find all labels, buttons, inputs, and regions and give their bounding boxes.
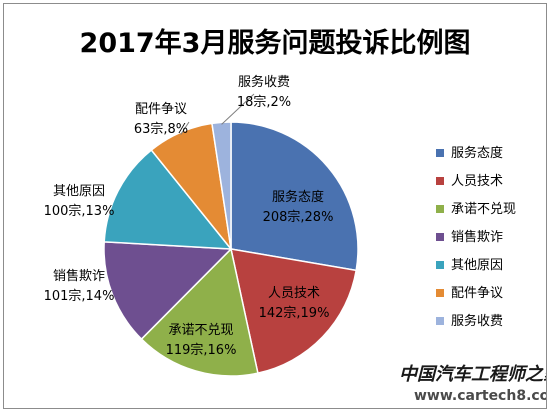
data-label-value-其他原因: 100宗,13%: [44, 203, 115, 219]
pie-slice-销售欺诈: [103, 241, 233, 341]
chart-frame: 2017年3月服务问题投诉比例图 服务态度 208宗,28% 人员技术 142宗,19…: [3, 3, 547, 409]
leader-line-服务收费: [221, 93, 255, 125]
leader-lines: [180, 93, 255, 135]
leader-line-配件争议: [180, 121, 190, 135]
data-label-value-配件争议: 63宗,8%: [134, 121, 188, 137]
legend-swatch-服务态度: [436, 149, 444, 157]
legend-label-销售欺诈: 销售欺诈: [451, 229, 503, 245]
watermark-site-name: 中国汽车工程师之家: [399, 364, 546, 385]
data-label-category-承诺不兑现: 承诺不兑现: [168, 323, 233, 338]
watermark: 中国汽车工程师之家 www.cartech8.com: [399, 364, 546, 404]
data-label-category-服务收费: 服务收费: [238, 74, 290, 90]
chart-title: 2017年3月服务问题投诉比例图: [80, 27, 471, 59]
legend-label-服务收费: 服务收费: [451, 313, 503, 329]
data-label-value-人员技术: 142宗,19%: [259, 305, 330, 321]
legend-swatch-服务收费: [436, 317, 444, 325]
legend-swatch-承诺不兑现: [436, 205, 444, 213]
data-labels: 服务态度 208宗,28% 人员技术 142宗,19% 承诺不兑现 119宗,16% 销售欺…: [44, 74, 334, 358]
pie-slice-人员技术: [230, 248, 358, 375]
legend-swatch-配件争议: [436, 289, 444, 297]
data-label-value-服务收费: 18宗,2%: [237, 94, 291, 110]
legend-label-服务态度: 服务态度: [451, 145, 503, 161]
legend-label-其他原因: 其他原因: [451, 258, 503, 273]
legend-label-承诺不兑现: 承诺不兑现: [451, 202, 516, 217]
data-label-category-服务态度: 服务态度: [272, 189, 324, 205]
legend-label-人员技术: 人员技术: [451, 174, 503, 189]
data-label-value-承诺不兑现: 119宗,16%: [166, 342, 237, 358]
pie-chart: 2017年3月服务问题投诉比例图 服务态度 208宗,28% 人员技术 142宗,19…: [44, 27, 546, 404]
pie-slices: [103, 121, 359, 377]
data-label-category-人员技术: 人员技术: [268, 286, 320, 301]
pie-slice-承诺不兑现: [140, 247, 259, 377]
legend-swatch-人员技术: [436, 177, 444, 185]
legend-label-配件争议: 配件争议: [451, 286, 503, 301]
pie-slice-服务态度: [230, 121, 359, 272]
data-label-category-配件争议: 配件争议: [135, 102, 187, 117]
watermark-url: www.cartech8.com: [414, 388, 546, 404]
data-label-value-销售欺诈: 101宗,14%: [44, 288, 115, 304]
data-label-category-销售欺诈: 销售欺诈: [53, 268, 105, 284]
legend-swatch-其他原因: [436, 261, 444, 269]
pie-slice-服务收费: [211, 121, 232, 250]
data-label-value-服务态度: 208宗,28%: [263, 209, 334, 225]
data-label-category-其他原因: 其他原因: [53, 184, 105, 199]
legend-swatch-销售欺诈: [436, 233, 444, 241]
pie-slice-其他原因: [103, 149, 233, 250]
